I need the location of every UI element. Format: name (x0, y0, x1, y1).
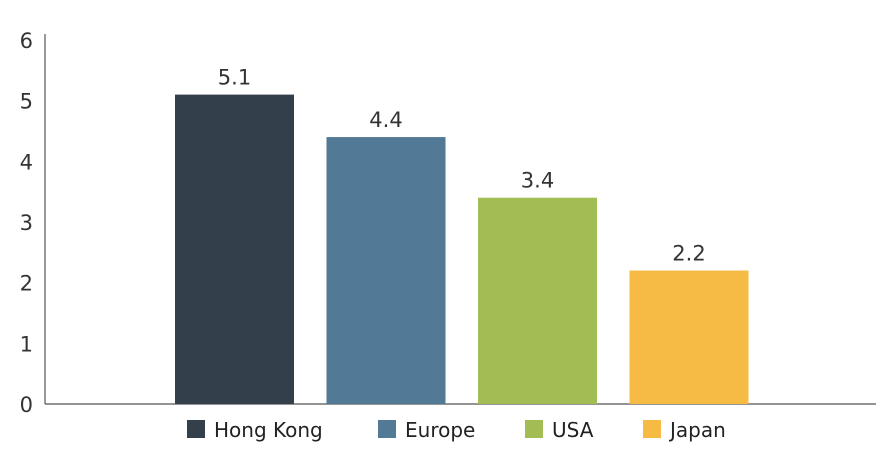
legend-swatch (643, 420, 661, 438)
data-label: 3.4 (521, 169, 554, 193)
legend-label: Hong Kong (214, 418, 323, 442)
legend-swatch (525, 420, 543, 438)
y-tick-label: 5 (20, 90, 33, 114)
legend-swatch (187, 420, 205, 438)
bar-usa (478, 197, 597, 404)
data-label: 4.4 (369, 108, 402, 132)
y-tick-label: 6 (20, 29, 33, 53)
bar-europe (326, 137, 446, 405)
legend-label: Europe (405, 418, 475, 442)
legend-swatch (378, 420, 396, 438)
bar-hong-kong (175, 94, 294, 404)
legend-label: Japan (668, 418, 726, 442)
data-label: 5.1 (218, 66, 251, 90)
data-labels-group: 5.1 4.4 3.4 2.2 (218, 66, 706, 266)
y-tick-label: 4 (20, 150, 33, 174)
bar-japan (629, 270, 749, 404)
bars-group (175, 94, 749, 405)
legend-label: USA (552, 418, 594, 442)
y-tick-label: 0 (20, 393, 33, 417)
data-label: 2.2 (672, 242, 705, 266)
y-tick-label: 3 (20, 211, 33, 235)
legend: Hong Kong Europe USA Japan (187, 418, 726, 442)
y-tick-label: 2 (20, 272, 33, 296)
y-tick-label: 1 (20, 332, 33, 356)
